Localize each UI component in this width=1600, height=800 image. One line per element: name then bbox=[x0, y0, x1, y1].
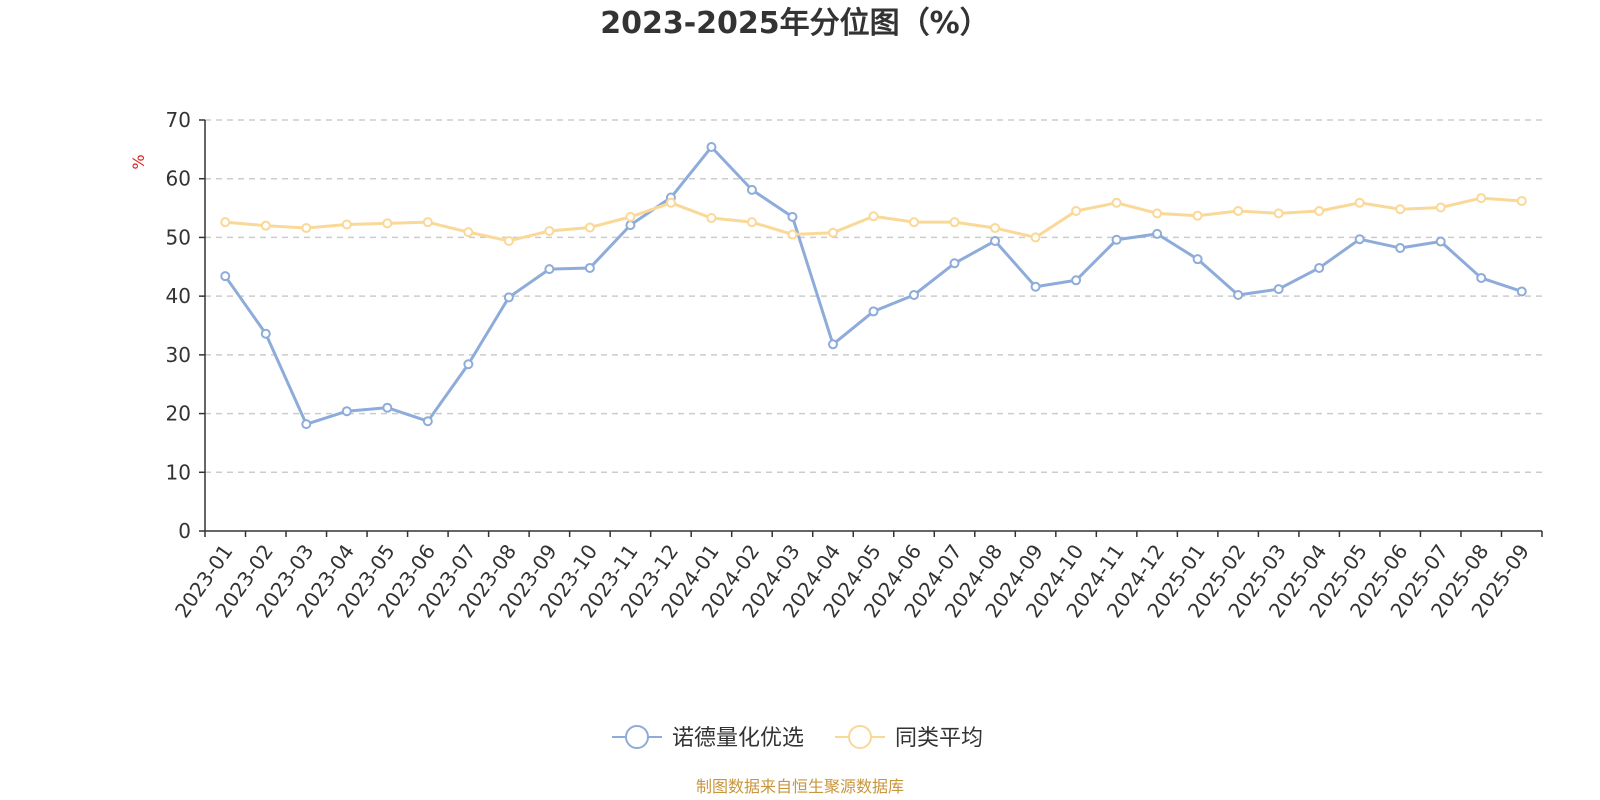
data-source-note: 制图数据来自恒生聚源数据库 bbox=[696, 777, 904, 796]
data-point bbox=[1071, 206, 1082, 217]
y-tick-label: 60 bbox=[166, 167, 191, 191]
data-point bbox=[382, 402, 393, 413]
data-point bbox=[746, 184, 757, 195]
data-point bbox=[1314, 262, 1325, 273]
data-point bbox=[868, 306, 879, 317]
data-point bbox=[1516, 196, 1527, 207]
data-point bbox=[990, 223, 1001, 234]
data-point bbox=[1273, 208, 1284, 219]
data-point bbox=[1030, 281, 1041, 292]
legend-label: 诺德量化优选 bbox=[672, 726, 804, 751]
data-point bbox=[341, 406, 352, 417]
data-point bbox=[1354, 197, 1365, 208]
data-point bbox=[382, 218, 393, 229]
data-point bbox=[827, 339, 838, 350]
data-point bbox=[1476, 272, 1487, 283]
data-point bbox=[990, 235, 1001, 246]
legend-marker bbox=[625, 725, 649, 749]
data-point bbox=[544, 225, 555, 236]
data-point bbox=[1152, 228, 1163, 239]
data-point bbox=[1314, 206, 1325, 217]
data-point bbox=[260, 220, 271, 231]
data-point bbox=[220, 217, 231, 228]
chart-title: 2023-2025年分位图（%） bbox=[600, 6, 990, 41]
y-tick-label: 50 bbox=[166, 225, 191, 249]
data-point bbox=[1233, 206, 1244, 217]
data-point bbox=[301, 223, 312, 234]
x-axis-ticks: 2023-012023-022023-032023-042023-052023-… bbox=[170, 531, 1543, 622]
series-line bbox=[224, 145, 1523, 426]
data-point bbox=[625, 220, 636, 231]
data-point bbox=[463, 227, 474, 238]
data-point bbox=[949, 217, 960, 228]
legend-item-2[interactable]: 同类平均 bbox=[835, 725, 983, 751]
series-layer bbox=[220, 142, 1527, 430]
data-point bbox=[1152, 208, 1163, 219]
data-point bbox=[1192, 210, 1203, 221]
y-axis-ticks: 0 10 20 30 40 50 60 70 bbox=[166, 108, 205, 543]
data-point bbox=[868, 211, 879, 222]
data-point bbox=[665, 197, 676, 208]
legend-item-1[interactable]: 诺德量化优选 bbox=[612, 725, 804, 751]
data-point bbox=[909, 217, 920, 228]
data-point bbox=[584, 222, 595, 233]
data-point bbox=[1516, 286, 1527, 297]
grid-lines bbox=[205, 119, 1542, 474]
y-tick-label: 10 bbox=[166, 460, 191, 484]
data-point bbox=[949, 258, 960, 269]
data-point bbox=[1111, 197, 1122, 208]
data-point bbox=[220, 271, 231, 282]
y-tick-label: 0 bbox=[178, 519, 191, 543]
data-point bbox=[422, 217, 433, 228]
legend-label: 同类平均 bbox=[895, 726, 983, 751]
y-tick-label: 20 bbox=[166, 402, 191, 426]
data-point bbox=[503, 235, 514, 246]
legend[interactable]: 诺德量化优选 同类平均 bbox=[612, 725, 983, 751]
y-tick-label: 70 bbox=[166, 108, 191, 132]
data-point bbox=[301, 419, 312, 430]
data-point bbox=[827, 227, 838, 238]
data-point bbox=[1273, 284, 1284, 295]
y-tick-label: 40 bbox=[166, 284, 191, 308]
data-point bbox=[1354, 234, 1365, 245]
series-1 bbox=[220, 142, 1527, 430]
data-point bbox=[584, 262, 595, 273]
data-point bbox=[1395, 204, 1406, 215]
data-point bbox=[260, 328, 271, 339]
data-point bbox=[1435, 202, 1446, 213]
data-point bbox=[746, 217, 757, 228]
axes bbox=[204, 120, 1542, 532]
data-point bbox=[787, 211, 798, 222]
y-axis-unit: % bbox=[129, 154, 148, 169]
data-point bbox=[625, 211, 636, 222]
data-point bbox=[1395, 242, 1406, 253]
data-point bbox=[1476, 193, 1487, 204]
legend-marker bbox=[848, 725, 872, 749]
data-point bbox=[1233, 289, 1244, 300]
data-point bbox=[1435, 236, 1446, 247]
data-point bbox=[1030, 232, 1041, 243]
data-point bbox=[341, 219, 352, 230]
data-point bbox=[544, 264, 555, 275]
data-point bbox=[1192, 254, 1203, 265]
data-point bbox=[787, 229, 798, 240]
data-point bbox=[706, 213, 717, 224]
data-point bbox=[503, 292, 514, 303]
data-point bbox=[909, 289, 920, 300]
data-point bbox=[463, 359, 474, 370]
data-point bbox=[1071, 275, 1082, 286]
data-point bbox=[1111, 234, 1122, 245]
data-point bbox=[422, 416, 433, 427]
y-tick-label: 30 bbox=[166, 343, 191, 367]
series-2 bbox=[220, 193, 1527, 246]
data-point bbox=[706, 142, 717, 153]
